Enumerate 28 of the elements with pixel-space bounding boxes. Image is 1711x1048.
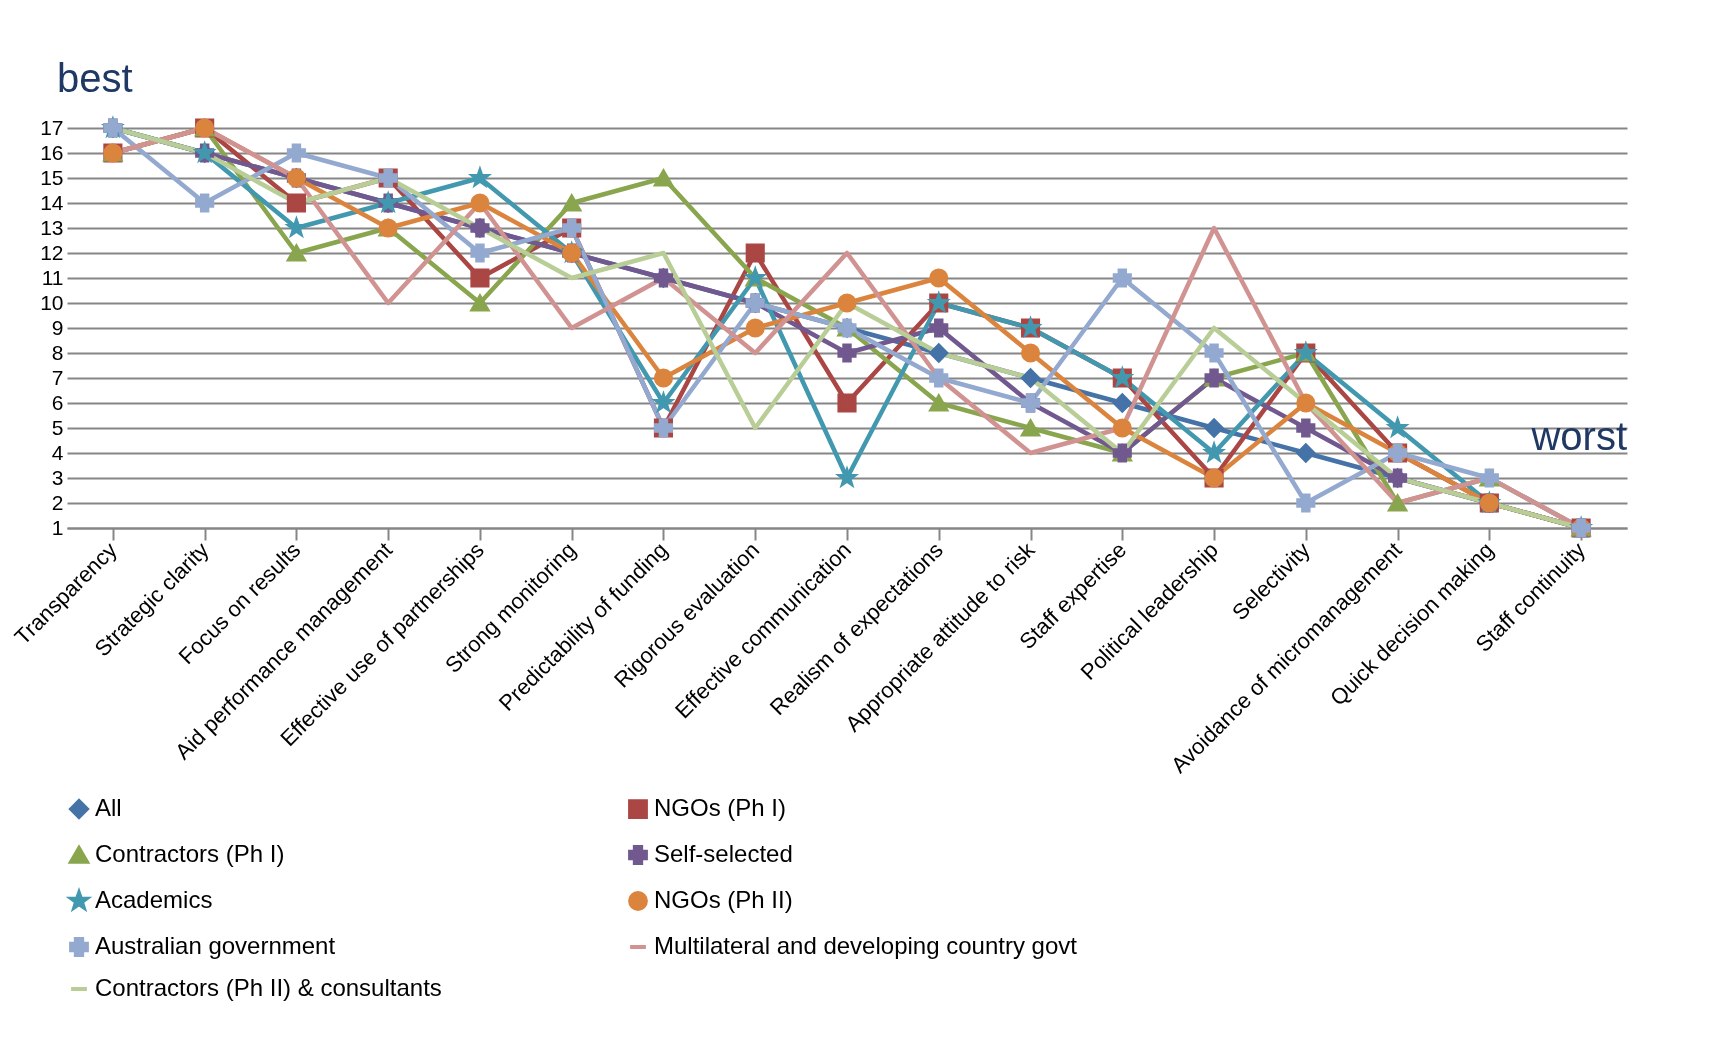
y-tick-label: 8 [51,340,64,364]
legend-label: Multilateral and developing country govt [654,932,1078,959]
y-tick-label: 7 [51,365,64,389]
text: best [57,56,133,100]
y-tick-label: 15 [40,165,64,189]
y-tick-label: 6 [51,390,64,414]
legend-label: Australian government [95,932,336,959]
y-tick-label: 2 [51,490,64,514]
legend-label: NGOs (Ph II) [654,886,793,913]
y-tick-label: 17 [40,115,64,139]
legend-label: NGOs (Ph I) [654,794,787,822]
y-tick-label: 14 [40,190,64,214]
legend-label: Contractors (Ph II) & consultants [95,974,442,1001]
legend-label: All [95,794,122,822]
y-tick-label: 4 [51,440,64,464]
y-tick-label: 11 [41,265,64,289]
y-tick-label: 10 [40,290,64,314]
y-tick-label: 13 [40,215,64,239]
legend-label: Contractors (Ph I) [95,840,285,867]
annotation: worst [1530,414,1627,458]
y-tick-label: 1 [51,515,64,539]
y-tick-label: 5 [51,415,64,439]
y-tick-label: 16 [40,140,64,164]
y-tick-label: 3 [51,465,64,489]
y-tick-label: 9 [51,315,64,339]
legend-label: Self-selected [654,840,793,867]
y-tick-label: 12 [40,240,64,264]
legend-label: Academics [95,886,213,913]
